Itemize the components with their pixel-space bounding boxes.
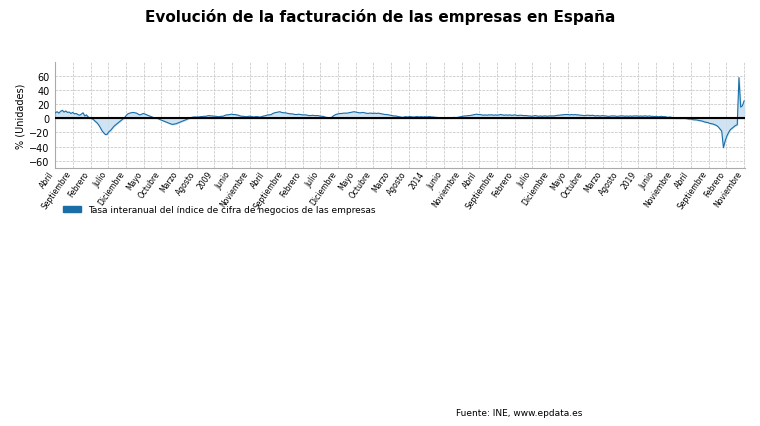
- Text: Fuente: INE, www.epdata.es: Fuente: INE, www.epdata.es: [456, 409, 582, 417]
- Y-axis label: % (Unidades): % (Unidades): [15, 83, 25, 148]
- Text: Evolución de la facturación de las empresas en España: Evolución de la facturación de las empre…: [145, 9, 615, 24]
- Legend: Tasa interanual del índice de cifra de negocios de las empresas: Tasa interanual del índice de cifra de n…: [59, 202, 379, 219]
